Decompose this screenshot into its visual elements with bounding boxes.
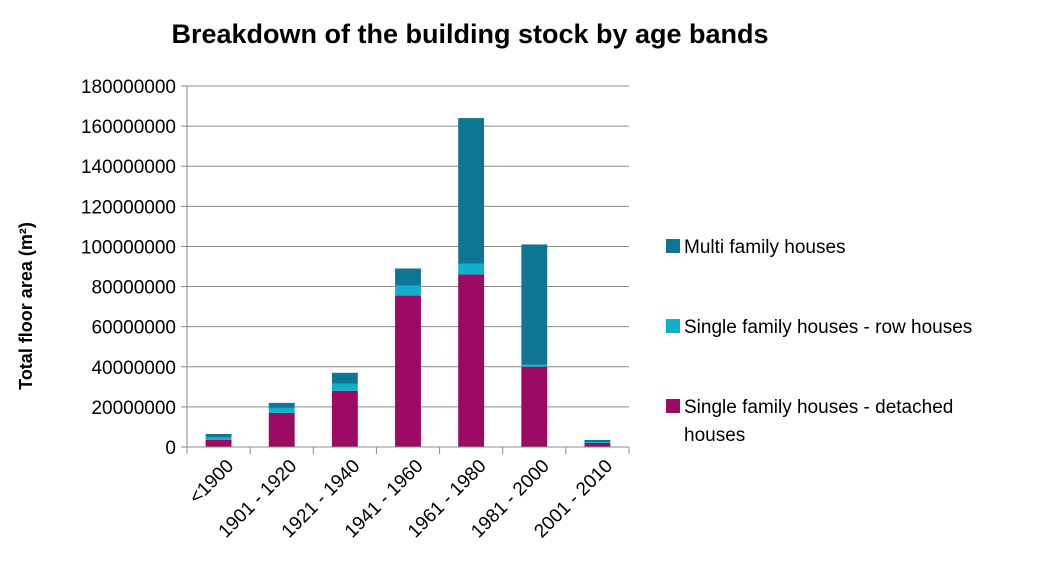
y-tick-label: 0 xyxy=(165,438,176,459)
bar-segment xyxy=(268,412,295,447)
bar-segment xyxy=(395,285,421,296)
bar-segment xyxy=(458,118,485,264)
bar-segment xyxy=(584,442,611,447)
bar-segment xyxy=(521,366,548,447)
legend-label: Multi family houses xyxy=(684,237,846,258)
legend-swatch xyxy=(666,319,680,333)
bar-segment xyxy=(205,436,232,440)
bar-segment xyxy=(205,439,232,447)
bar-segment xyxy=(331,390,358,447)
bars xyxy=(205,118,611,447)
legend-label: Single family houses - row houses xyxy=(684,317,972,338)
y-tick-label: 160000000 xyxy=(81,117,176,138)
bar-segment xyxy=(395,268,421,286)
y-tick-label: 100000000 xyxy=(81,237,176,258)
chart-title: Breakdown of the building stock by age b… xyxy=(171,19,768,49)
bar-segment xyxy=(458,274,485,447)
bar-segment xyxy=(268,402,295,408)
y-tick-label: 120000000 xyxy=(81,197,176,218)
y-tick-label: 180000000 xyxy=(81,77,176,98)
bar-segment xyxy=(584,439,611,442)
legend-swatch xyxy=(666,239,680,253)
y-tick-label: 60000000 xyxy=(91,318,176,339)
gridlines xyxy=(187,85,629,408)
bar-segment xyxy=(205,433,232,437)
x-tick-label: <1900 xyxy=(186,456,239,509)
y-tick-label: 40000000 xyxy=(91,358,176,379)
y-axis-title: Total floor area (m²) xyxy=(16,222,36,390)
bar-segment xyxy=(521,364,548,367)
y-tick-label: 20000000 xyxy=(91,398,176,419)
bar-segment xyxy=(584,441,611,443)
y-tick-label: 80000000 xyxy=(91,278,176,299)
bar-segment xyxy=(521,244,548,365)
bar-segment xyxy=(458,263,485,275)
legend: Multi family houses Single family houses … xyxy=(666,237,972,446)
legend-swatch xyxy=(666,399,680,413)
y-tick-label: 140000000 xyxy=(81,157,176,178)
bar-segment xyxy=(395,295,421,447)
legend-label: Single family houses - detached houses xyxy=(684,397,953,446)
bar-segment xyxy=(331,372,358,384)
bar-segment xyxy=(331,383,358,391)
bar-segment xyxy=(268,407,295,413)
